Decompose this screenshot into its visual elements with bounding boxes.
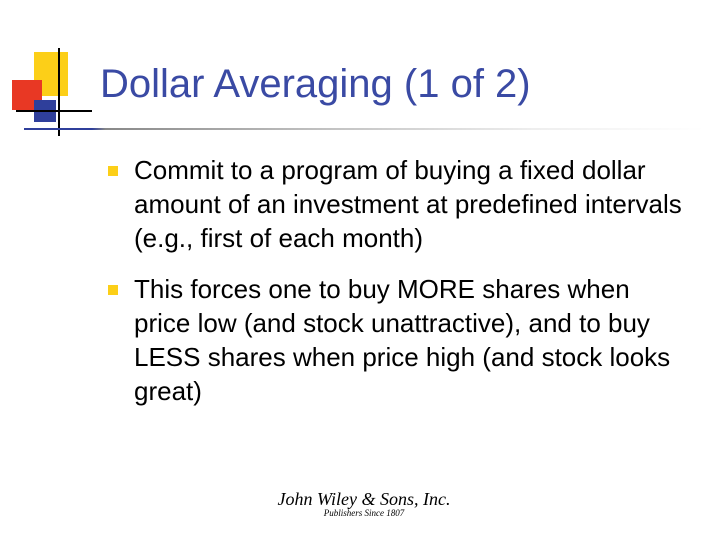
cross-horizontal bbox=[16, 110, 92, 112]
bullet-icon bbox=[108, 166, 118, 176]
cross-vertical bbox=[58, 48, 60, 136]
list-item: This forces one to buy MORE shares when … bbox=[108, 273, 684, 408]
bullet-text: This forces one to buy MORE shares when … bbox=[134, 273, 684, 408]
corner-decoration bbox=[12, 52, 84, 144]
bullet-icon bbox=[108, 285, 118, 295]
bullet-text: Commit to a program of buying a fixed do… bbox=[134, 154, 684, 255]
publisher-name: John Wiley & Sons, Inc. bbox=[0, 489, 728, 510]
slide-title: Dollar Averaging (1 of 2) bbox=[100, 62, 531, 107]
footer: John Wiley & Sons, Inc. Publishers Since… bbox=[0, 489, 728, 518]
slide: Dollar Averaging (1 of 2) Commit to a pr… bbox=[0, 0, 728, 546]
list-item: Commit to a program of buying a fixed do… bbox=[108, 154, 684, 255]
bullet-list: Commit to a program of buying a fixed do… bbox=[108, 154, 684, 427]
title-underline bbox=[24, 128, 704, 130]
publisher-tagline: Publishers Since 1807 bbox=[0, 508, 728, 518]
